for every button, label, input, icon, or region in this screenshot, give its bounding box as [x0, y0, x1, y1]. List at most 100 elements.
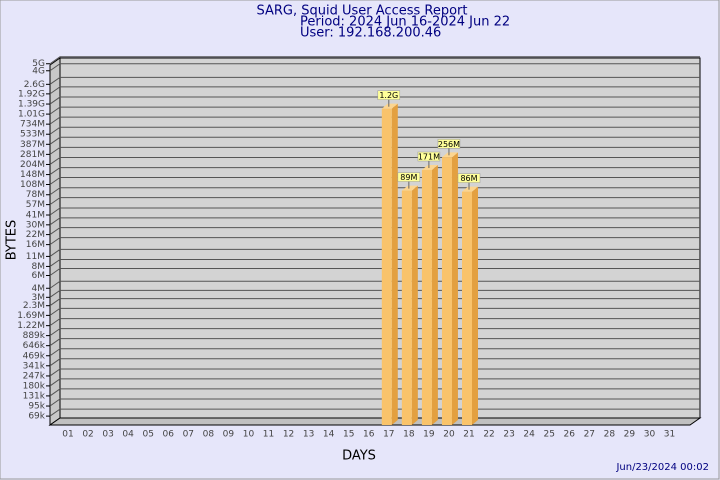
grid-line	[49, 388, 700, 397]
bar-top	[401, 185, 418, 191]
y-tick-label: 1.22M	[17, 321, 45, 331]
y-tick-label: 30M	[26, 220, 45, 230]
grid-line	[49, 318, 700, 327]
y-tick-label: 8M	[32, 262, 46, 272]
y-tick-label: 11M	[26, 252, 45, 262]
grid-line	[49, 298, 700, 307]
bar-top	[462, 186, 478, 192]
grid-line	[49, 289, 700, 298]
y-tick-label: 69k	[28, 412, 45, 422]
grid-line	[49, 338, 700, 347]
x-tick-label: 19	[423, 430, 435, 440]
bar-top	[421, 165, 438, 171]
y-tick-label: 4M	[32, 284, 46, 294]
x-tick-label: 25	[543, 430, 554, 440]
x-tick-label: 24	[523, 430, 535, 440]
x-tick-label: 05	[142, 430, 153, 440]
y-tick-label: 57M	[26, 200, 45, 210]
grid-line	[49, 280, 700, 289]
x-tick-label: 01	[62, 430, 73, 440]
grid-line	[49, 63, 700, 72]
y-axis-label: BYTES	[5, 220, 20, 261]
x-tick-label: 29	[624, 430, 636, 440]
y-tick-label: 247k	[23, 371, 46, 381]
grid-line	[49, 187, 700, 196]
x-tick-label: 18	[403, 430, 415, 440]
chart-subtitle: User: 192.168.200.46	[300, 26, 441, 41]
chart-title: SARG, Squid User Access Report	[257, 4, 468, 19]
x-tick-label: 12	[283, 430, 294, 440]
x-tick-label: 09	[223, 430, 235, 440]
grid-line	[49, 136, 700, 145]
y-tick-label: 1.92G	[18, 89, 45, 99]
y-tick-label: 95k	[28, 402, 45, 412]
value-label: 256M	[438, 140, 460, 149]
y-tick-label: 1.39G	[18, 100, 45, 110]
grid-line	[49, 328, 700, 337]
grid-line	[49, 408, 700, 417]
y-tick-label: 6M	[32, 271, 46, 281]
x-tick-label: 30	[644, 430, 656, 440]
chart-subtitle: Period: 2024 Jun 16-2024 Jun 22	[300, 15, 510, 30]
y-tick-label: 180k	[23, 381, 46, 391]
x-tick-label: 13	[303, 430, 314, 440]
grid-line	[49, 197, 700, 206]
grid-line	[49, 237, 700, 246]
grid-line	[49, 217, 700, 226]
bar	[401, 190, 412, 425]
x-tick-label: 31	[664, 430, 675, 440]
footer-timestamp: Jun/23/2024 00:02	[615, 462, 709, 473]
x-tick-label: 02	[82, 430, 93, 440]
y-tick-label: 469k	[23, 351, 46, 361]
grid-line	[49, 267, 700, 276]
grid-line	[49, 146, 700, 155]
plot-floor	[48, 417, 702, 426]
x-tick-label: 06	[163, 430, 175, 440]
x-tick-label: 03	[102, 430, 113, 440]
bar-side	[391, 103, 398, 426]
x-tick-label: 21	[463, 430, 474, 440]
bar	[441, 157, 452, 425]
grid-line	[49, 248, 700, 257]
x-tick-label: 26	[564, 430, 576, 440]
x-tick-label: 28	[604, 430, 616, 440]
bar-side	[472, 186, 478, 425]
x-tick-label: 27	[584, 430, 595, 440]
y-tick-label: 131k	[23, 391, 46, 401]
grid-line	[49, 348, 700, 357]
bar	[421, 170, 432, 425]
x-tick-label: 08	[203, 430, 215, 440]
grid-line	[49, 167, 700, 175]
grid-line	[49, 368, 700, 377]
grid-line	[49, 116, 700, 125]
x-tick-label: 11	[263, 430, 274, 440]
x-tick-label: 23	[503, 430, 514, 440]
y-tick-label: 4G	[32, 66, 45, 76]
bar	[381, 108, 392, 426]
bar-side	[451, 152, 458, 425]
grid-line	[49, 126, 700, 135]
grid-line	[49, 358, 700, 367]
bar-side	[431, 165, 438, 425]
grid-line	[49, 76, 700, 85]
y-tick-label: 78M	[26, 190, 45, 200]
grid-line	[49, 176, 700, 185]
y-tick-label: 41M	[26, 210, 45, 220]
x-tick-label: 16	[363, 430, 375, 440]
y-tick-label: 387M	[20, 140, 45, 150]
y-tick-label: 148M	[20, 170, 45, 180]
y-tick-label: 341k	[23, 361, 46, 371]
grid-line	[49, 227, 700, 235]
y-tick-label: 533M	[20, 130, 45, 140]
x-tick-label: 20	[443, 430, 455, 440]
grid-line	[49, 398, 700, 407]
value-label: 86M	[460, 174, 477, 183]
bar-side	[411, 185, 418, 425]
x-tick-label: 10	[243, 430, 255, 440]
x-tick-label: 17	[383, 430, 394, 440]
y-tick-label: 22M	[26, 230, 45, 240]
grid-line	[49, 207, 700, 216]
grid-line	[49, 378, 700, 387]
x-tick-label: 15	[343, 430, 354, 440]
